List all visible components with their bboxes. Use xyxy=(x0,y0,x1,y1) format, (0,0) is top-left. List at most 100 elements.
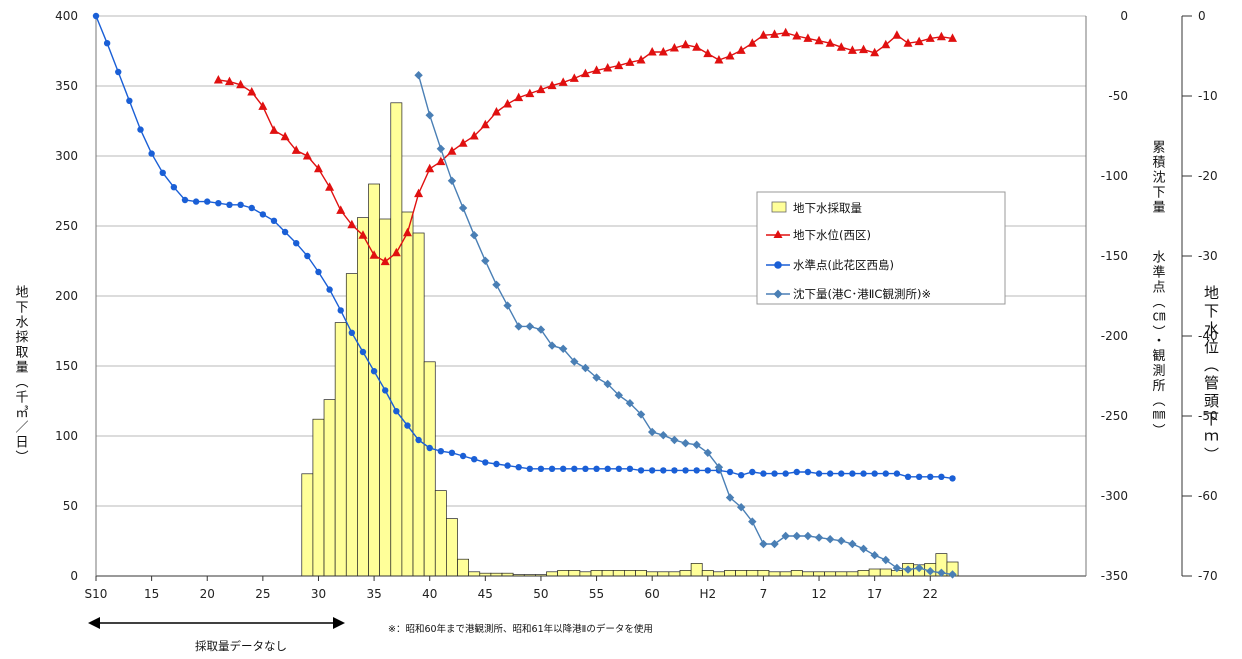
series-point xyxy=(770,539,779,549)
series-point xyxy=(882,470,889,477)
legend-label-subsidence: 沈下量(港C･港ⅡC観測所)※ xyxy=(793,287,931,301)
series-point xyxy=(448,449,456,456)
series-point xyxy=(348,329,356,336)
series-point xyxy=(704,467,711,474)
series-point xyxy=(647,427,657,437)
series-point xyxy=(870,47,880,57)
y-right2-tick-label: -30 xyxy=(1198,249,1218,263)
y-right1-tick-label: 0 xyxy=(1120,9,1128,23)
series-point xyxy=(636,410,646,419)
series-point xyxy=(447,146,457,155)
legend-swatch-bar xyxy=(771,201,787,213)
series-point xyxy=(636,55,646,64)
y-right1-tick-label: -350 xyxy=(1101,569,1128,583)
series-point xyxy=(781,531,790,541)
series-point xyxy=(582,465,589,472)
series-point xyxy=(293,240,300,247)
series-point xyxy=(447,176,457,185)
series-point xyxy=(269,125,279,134)
series-point xyxy=(736,45,746,54)
y-left-tick-label: 0 xyxy=(70,569,78,583)
series-point xyxy=(759,539,768,549)
series-point xyxy=(369,250,379,259)
series-point xyxy=(815,470,823,477)
y-right1-tick-label: -50 xyxy=(1108,89,1128,103)
series-point xyxy=(948,33,958,42)
y-right2-tick-label: 0 xyxy=(1198,9,1206,23)
no-data-text: 採取量データなし xyxy=(195,639,287,653)
axes xyxy=(95,15,1192,581)
series-point xyxy=(402,227,412,237)
series-point xyxy=(903,38,913,47)
series-point xyxy=(726,468,734,476)
series-point xyxy=(437,448,445,455)
series-point xyxy=(660,467,667,474)
series-point xyxy=(847,45,857,54)
bar xyxy=(334,322,347,577)
bar xyxy=(701,570,714,577)
series-point xyxy=(192,198,200,205)
y-right1-tick-label: -300 xyxy=(1101,489,1128,503)
series-point xyxy=(325,182,335,191)
series-point xyxy=(248,204,255,212)
series-point xyxy=(458,138,468,147)
series-point xyxy=(281,228,289,236)
bar xyxy=(757,570,770,577)
series-point xyxy=(837,536,846,545)
series-point xyxy=(804,468,812,476)
x-tick-label: H2 xyxy=(699,587,716,601)
y-left-tick-label: 350 xyxy=(55,79,78,93)
x-tick-label: 12 xyxy=(811,587,826,601)
y-right2-tick-label: -70 xyxy=(1198,569,1218,583)
series-point xyxy=(224,76,234,86)
bar xyxy=(390,102,403,577)
bar xyxy=(546,571,558,577)
series-point xyxy=(714,55,724,64)
y-left-tick-label: 250 xyxy=(55,219,78,233)
series-point xyxy=(803,531,813,541)
x-tick-label: 15 xyxy=(144,587,159,601)
series-point xyxy=(515,464,522,471)
series-point xyxy=(792,531,801,541)
series-point xyxy=(526,465,534,472)
series-point xyxy=(881,555,890,565)
series-point xyxy=(592,373,601,382)
y-left-tick-label: 50 xyxy=(63,499,78,513)
series-point xyxy=(204,198,211,205)
series-point xyxy=(458,203,468,213)
series-point xyxy=(558,77,568,86)
legend-marker-diamond xyxy=(773,289,783,299)
series-point xyxy=(871,470,878,477)
y-right1-tick-label: -200 xyxy=(1101,329,1128,343)
x-tick-label: 60 xyxy=(645,587,660,601)
bar xyxy=(401,211,414,577)
legend-label-water-level: 地下水位(西区) xyxy=(793,228,871,242)
series-point xyxy=(626,465,634,472)
y-right2-tick-label: -20 xyxy=(1198,169,1218,183)
series-point xyxy=(536,325,546,334)
no-data-annotation: 採取量データなし xyxy=(88,617,345,653)
series-point xyxy=(491,107,501,116)
bar xyxy=(713,571,725,577)
series-point xyxy=(659,431,668,440)
series-point xyxy=(671,467,678,474)
bar xyxy=(357,217,369,577)
series-point xyxy=(482,459,489,466)
series-point xyxy=(682,467,689,474)
y-right2-tick-label: -60 xyxy=(1198,489,1218,503)
series-point xyxy=(658,47,668,56)
bar xyxy=(801,571,814,577)
series-point xyxy=(892,30,902,39)
series-point xyxy=(781,27,791,37)
series-point xyxy=(313,163,323,173)
series-point xyxy=(581,363,590,373)
bar xyxy=(323,399,336,577)
x-tick-label: 25 xyxy=(255,587,270,601)
series-point xyxy=(414,71,423,80)
bar xyxy=(590,570,603,577)
series-point xyxy=(459,452,467,460)
series-point xyxy=(604,465,611,472)
series-point xyxy=(115,68,122,76)
series-point xyxy=(927,473,934,480)
